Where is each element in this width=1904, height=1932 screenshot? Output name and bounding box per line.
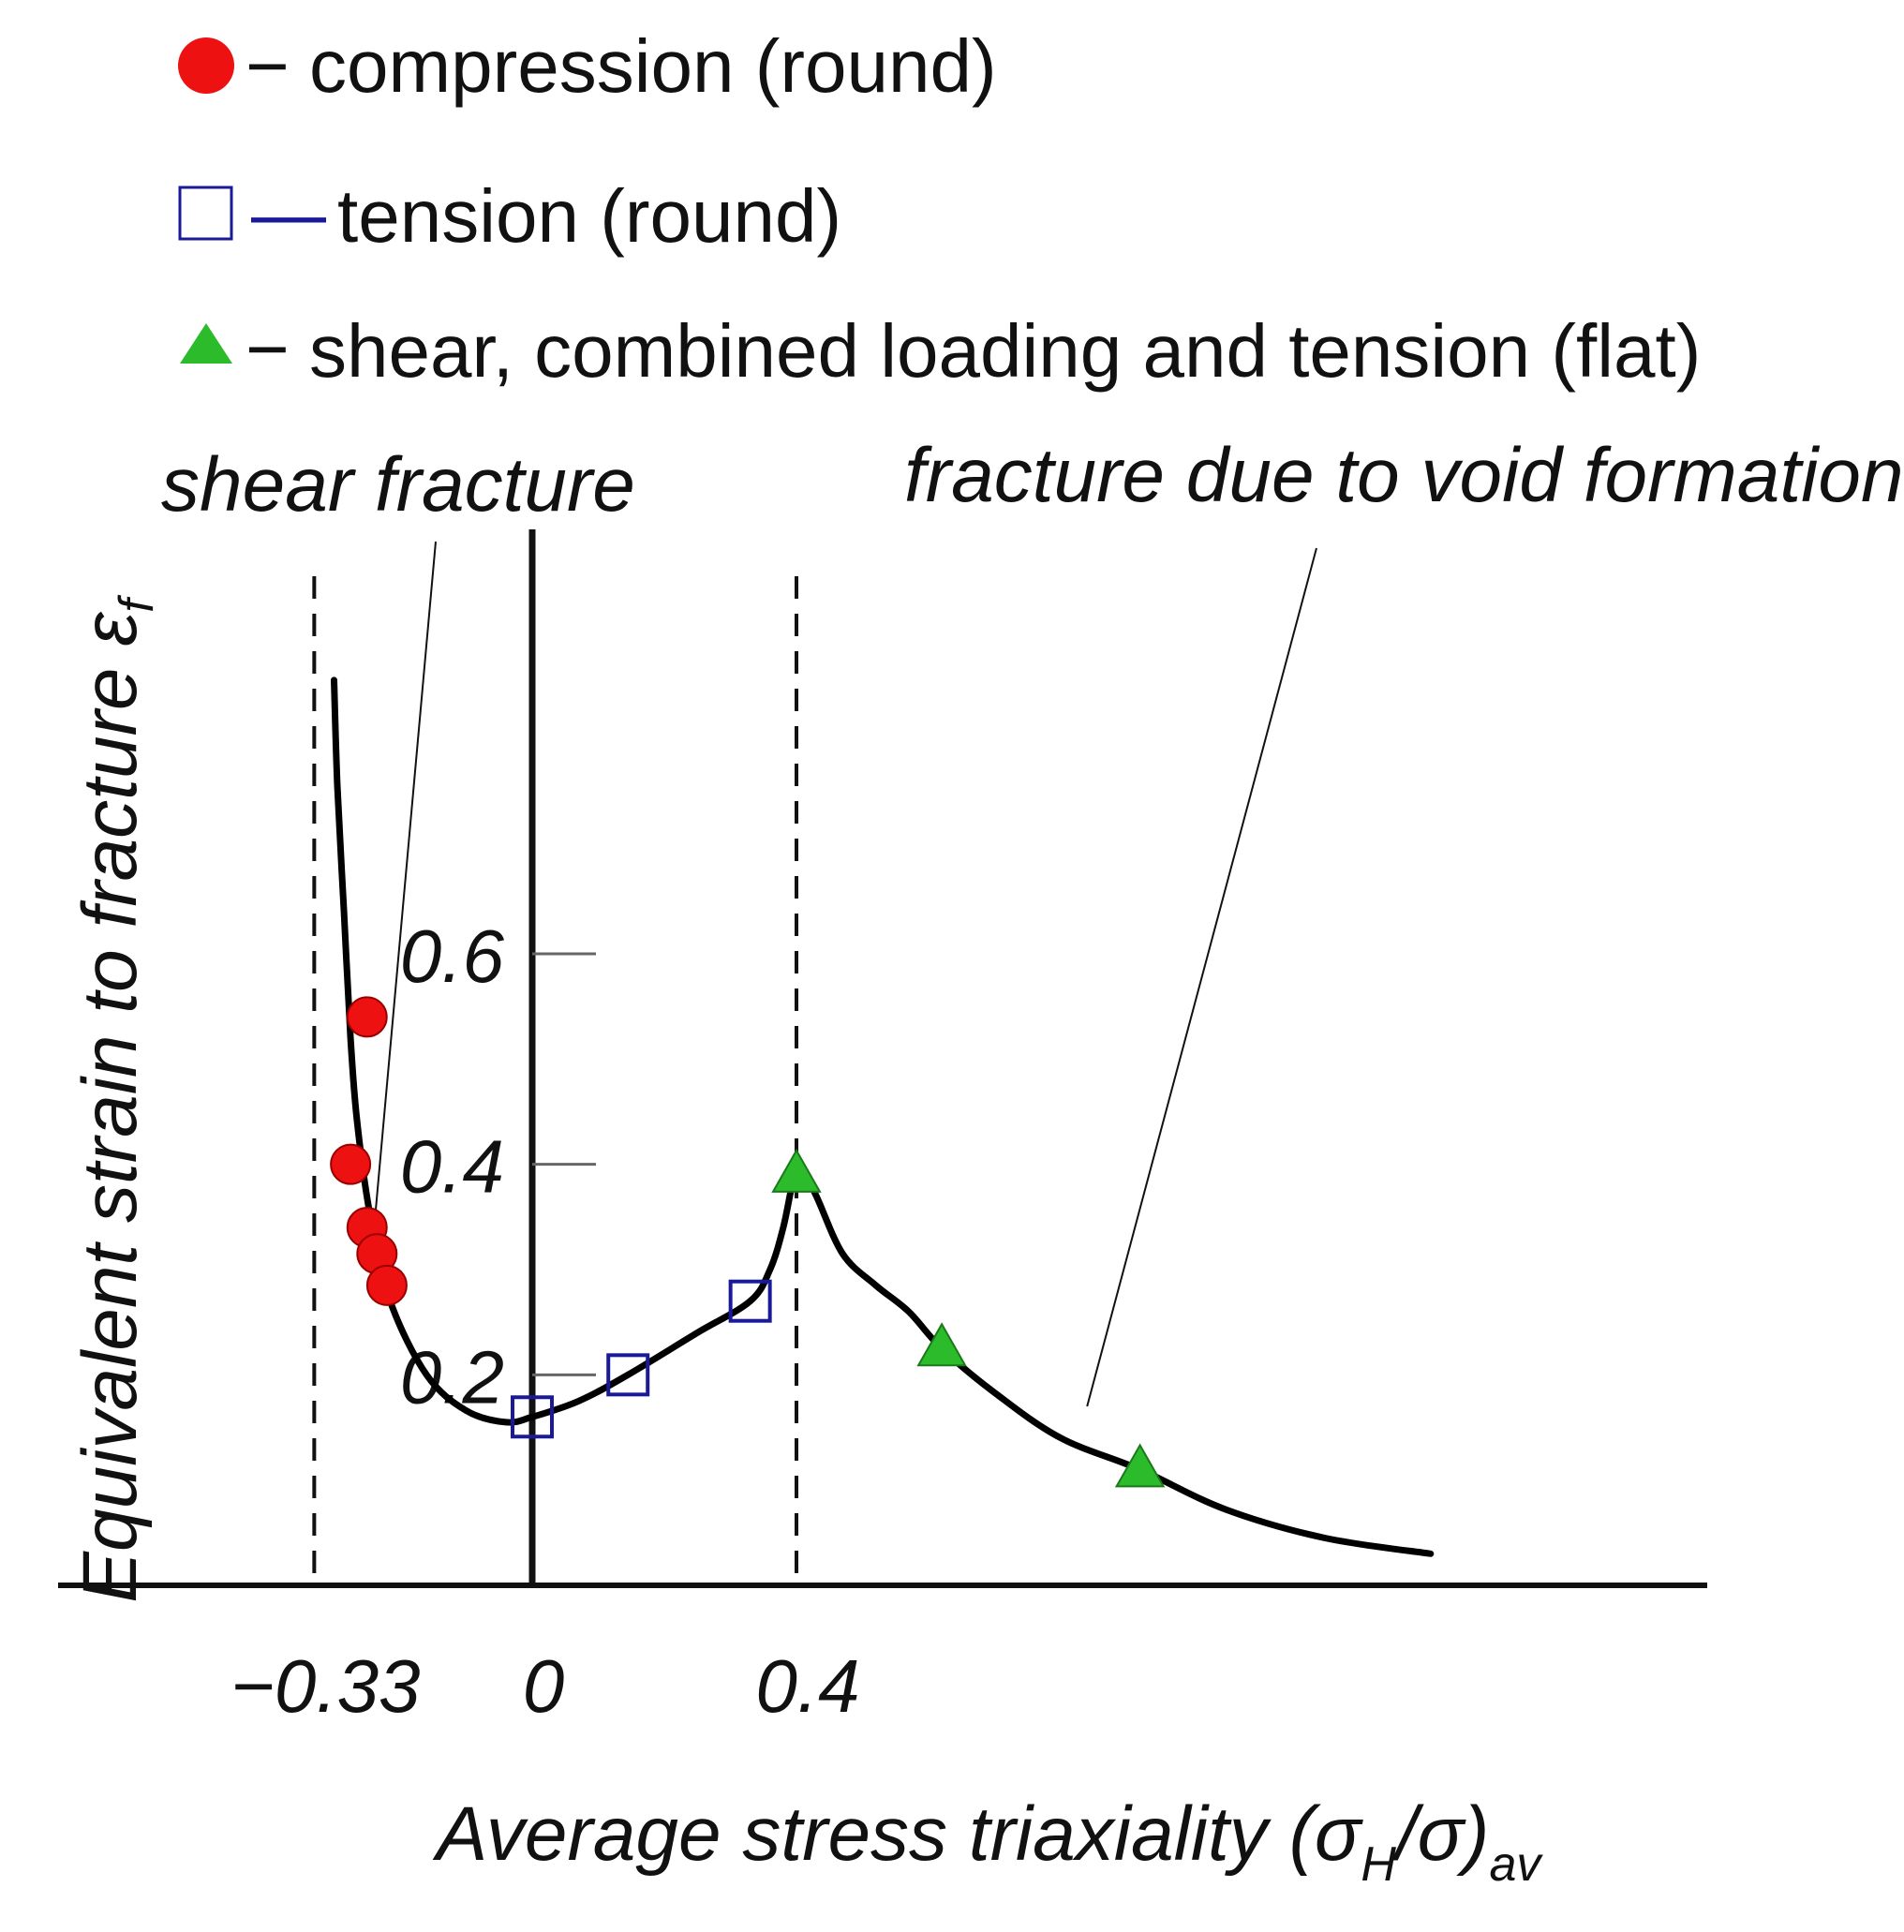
tension-point (511, 1395, 554, 1439)
shear-point (916, 1322, 967, 1367)
tension-point (606, 1353, 650, 1397)
y-axis-label-main: Equivalent strain to fracture ε (67, 612, 153, 1603)
x-axis-label-sub2: av (1489, 1837, 1543, 1892)
legend-tension-label: tension (round) (337, 174, 841, 258)
y-tick-label: 0.2 (400, 1335, 504, 1419)
x-axis-label: Average stress triaxiality (σH/σ)av (432, 1791, 1544, 1892)
legend-tension-dash: — (251, 171, 326, 255)
shear-point (771, 1148, 822, 1193)
x-tick-label: −0.33 (231, 1644, 420, 1728)
compression-point (365, 1264, 408, 1306)
shear-point (1114, 1443, 1166, 1488)
x-tick-label: 0.4 (755, 1644, 859, 1728)
y-axis-label-sub: f (110, 595, 164, 613)
legend-shear-marker (180, 323, 232, 364)
annotation-void-formation-leader (1086, 547, 1317, 1407)
legend-compression-dash: − (245, 24, 290, 108)
legend-compression-label: compression (round) (309, 24, 997, 108)
x-axis-label-mid: /σ) (1391, 1791, 1490, 1877)
compression-point (346, 996, 388, 1038)
legend: − compression (round) — tension (round) … (178, 24, 1701, 393)
compression-point (330, 1143, 372, 1185)
annotation-shear-fracture-leader (369, 541, 437, 1271)
legend-shear-label: shear, combined loading and tension (fla… (309, 309, 1701, 393)
y-axis-label: Equivalent strain to fracture εf (67, 595, 164, 1603)
y-tick-label: 0.4 (400, 1125, 504, 1209)
y-tick-label: 0.6 (400, 914, 505, 998)
x-axis-label-main: Average stress triaxiality (σ (432, 1791, 1364, 1877)
x-tick-label: 0 (523, 1644, 565, 1728)
legend-compression-marker (178, 37, 234, 94)
annotation-shear-fracture: shear fracture (161, 442, 635, 528)
legend-shear-dash: − (245, 307, 290, 391)
fracture-locus-line (331, 676, 1435, 1557)
legend-tension-marker (178, 186, 233, 241)
tension-point (728, 1279, 772, 1323)
x-axis-label-sub1: H (1361, 1837, 1396, 1892)
data-markers (330, 996, 1166, 1488)
annotation-void-formation: fracture due to void formation (904, 433, 1904, 518)
